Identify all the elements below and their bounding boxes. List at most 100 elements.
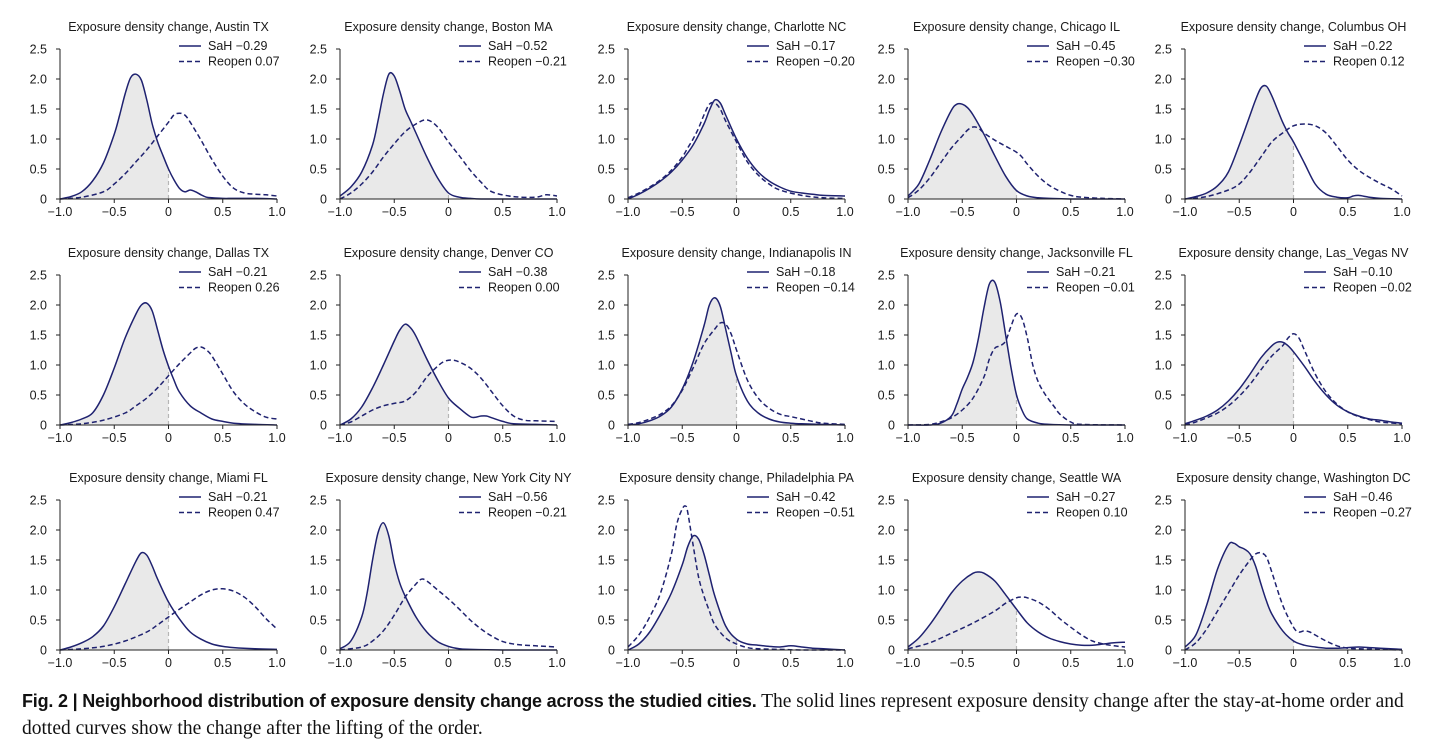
reopen-curve: [339, 359, 558, 426]
legend-reopen-label: Reopen −0.14: [776, 281, 855, 295]
x-tick-label: 0: [733, 656, 740, 670]
y-tick-label: 2.5: [878, 43, 895, 57]
y-tick-label: 2.5: [1155, 269, 1172, 283]
y-tick-label: 0.5: [310, 163, 327, 177]
x-tick-label: −0.5: [102, 431, 127, 445]
x-tick-label: 0: [445, 431, 452, 445]
sah-area-shading: [340, 72, 449, 199]
legend-sah-label: SaH −0.56: [488, 490, 547, 504]
x-tick-label: −0.5: [1227, 205, 1252, 219]
chart-panel: Exposure density change, New York City N…: [310, 471, 573, 670]
sah-area-shading: [60, 552, 169, 650]
y-tick-label: 1.5: [1155, 329, 1172, 343]
x-tick-label: −1.0: [48, 205, 73, 219]
x-tick-label: 0: [1290, 431, 1297, 445]
reopen-curve: [1184, 123, 1403, 200]
y-tick-label: 0.5: [30, 163, 47, 177]
legend-sah-label: SaH −0.21: [208, 265, 267, 279]
x-tick-label: −0.5: [950, 431, 975, 445]
chart-title: Exposure density change, Miami FL: [69, 471, 268, 485]
chart-panel: Exposure density change, Las_Vegas NV −1.…: [1155, 246, 1412, 445]
legend-sah-label: SaH −0.17: [776, 39, 835, 53]
y-tick-label: 1.5: [598, 329, 615, 343]
chart-title: Exposure density change, Austin TX: [68, 20, 269, 34]
sah-curve: [339, 522, 558, 651]
y-tick-label: 1.0: [878, 359, 895, 373]
x-tick-label: 1.0: [548, 656, 565, 670]
x-tick-label: 0: [1013, 656, 1020, 670]
y-tick-label: 1.5: [1155, 554, 1172, 568]
x-tick-label: 1.0: [1116, 431, 1133, 445]
x-tick-label: −1.0: [328, 656, 353, 670]
chart-panel: Exposure density change, Charlotte NC −1.…: [598, 20, 855, 219]
sah-curve: [627, 98, 846, 200]
y-tick-label: 0: [40, 644, 47, 658]
chart-title: Exposure density change, Washington DC: [1176, 471, 1410, 485]
sah-curve: [627, 297, 846, 426]
y-tick-label: 0: [320, 193, 327, 207]
y-tick-label: 0.5: [878, 389, 895, 403]
x-tick-label: −1.0: [616, 431, 641, 445]
chart-panel: Exposure density change, Washington DC −1…: [1155, 471, 1412, 670]
chart-panel: Exposure density change, Columbus OH −1.0…: [1155, 20, 1411, 219]
sah-area-shading: [60, 302, 169, 425]
legend-reopen-label: Reopen 0.47: [208, 506, 280, 520]
y-tick-label: 1.5: [310, 329, 327, 343]
y-tick-label: 0: [888, 193, 895, 207]
reopen-curve: [339, 119, 558, 200]
x-tick-label: 0: [165, 205, 172, 219]
sah-area-shading: [908, 280, 1017, 426]
x-tick-label: −1.0: [48, 431, 73, 445]
y-tick-label: 1.5: [878, 554, 895, 568]
y-tick-label: 2.0: [1155, 73, 1172, 87]
y-tick-label: 1.0: [598, 584, 615, 598]
y-tick-label: 2.0: [310, 73, 327, 87]
y-tick-label: 0: [320, 644, 327, 658]
y-tick-label: 1.5: [30, 554, 47, 568]
y-tick-label: 2.5: [598, 43, 615, 57]
y-tick-label: 0: [1165, 419, 1172, 433]
reopen-curve: [59, 588, 278, 651]
x-tick-label: 0.5: [214, 431, 231, 445]
x-tick-label: 0.5: [782, 656, 799, 670]
y-tick-label: 0.5: [598, 163, 615, 177]
sah-area-shading: [340, 522, 449, 650]
reopen-curve: [1184, 551, 1403, 651]
legend-sah-label: SaH −0.52: [488, 39, 547, 53]
y-tick-label: 0.5: [598, 389, 615, 403]
y-tick-label: 2.0: [30, 299, 47, 313]
x-tick-label: 0: [1013, 431, 1020, 445]
legend-reopen-label: Reopen 0.12: [1333, 55, 1405, 69]
x-tick-label: −1.0: [328, 205, 353, 219]
y-tick-label: 0: [40, 193, 47, 207]
chart-panel: Exposure density change, Boston MA −1.0 −0…: [310, 20, 567, 219]
legend-reopen-label: Reopen −0.51: [776, 506, 855, 520]
y-tick-label: 1.0: [30, 133, 47, 147]
chart-title: Exposure density change, Indianapolis IN: [621, 246, 851, 260]
y-tick-label: 1.0: [30, 359, 47, 373]
y-tick-label: 1.0: [310, 359, 327, 373]
x-tick-label: 1.0: [268, 431, 285, 445]
y-tick-label: 2.0: [1155, 299, 1172, 313]
y-tick-label: 2.0: [598, 524, 615, 538]
y-tick-label: 2.0: [1155, 524, 1172, 538]
y-tick-label: 0: [608, 193, 615, 207]
x-tick-label: 0: [1013, 205, 1020, 219]
y-tick-label: 2.0: [310, 299, 327, 313]
y-tick-label: 0: [888, 419, 895, 433]
reopen-curve: [907, 126, 1126, 200]
x-tick-label: −1.0: [1173, 431, 1198, 445]
x-tick-label: 1.0: [1393, 205, 1410, 219]
chart-panel: Exposure density change, Miami FL −1.0 −0.…: [30, 471, 286, 670]
x-tick-label: 1.0: [836, 431, 853, 445]
y-tick-label: 0: [888, 644, 895, 658]
y-tick-label: 0.5: [310, 614, 327, 628]
sah-curve: [627, 534, 846, 651]
y-tick-label: 1.0: [30, 584, 47, 598]
x-tick-label: −1.0: [896, 656, 921, 670]
y-tick-label: 2.0: [30, 73, 47, 87]
y-tick-label: 0.5: [1155, 163, 1172, 177]
y-tick-label: 0: [40, 419, 47, 433]
y-tick-label: 1.5: [878, 329, 895, 343]
y-tick-label: 1.5: [598, 554, 615, 568]
